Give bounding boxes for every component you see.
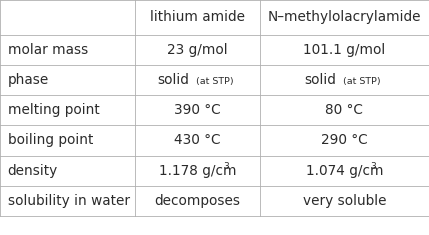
Text: (at STP): (at STP) bbox=[336, 77, 380, 86]
Text: N–methylolacrylamide: N–methylolacrylamide bbox=[268, 10, 421, 24]
Text: 3: 3 bbox=[224, 162, 230, 171]
Text: melting point: melting point bbox=[8, 103, 100, 117]
Text: solubility in water: solubility in water bbox=[8, 194, 130, 208]
Text: density: density bbox=[8, 164, 58, 178]
Text: solid: solid bbox=[157, 73, 189, 87]
Text: 1.178 g/cm: 1.178 g/cm bbox=[159, 164, 236, 178]
Text: 101.1 g/mol: 101.1 g/mol bbox=[303, 43, 385, 57]
Text: (at STP): (at STP) bbox=[190, 77, 233, 86]
Text: 23 g/mol: 23 g/mol bbox=[167, 43, 228, 57]
Text: solid: solid bbox=[304, 73, 335, 87]
Text: boiling point: boiling point bbox=[8, 133, 93, 148]
Text: 3: 3 bbox=[371, 162, 376, 171]
Text: phase: phase bbox=[8, 73, 49, 87]
Text: molar mass: molar mass bbox=[8, 43, 88, 57]
Text: decomposes: decomposes bbox=[154, 194, 240, 208]
Text: very soluble: very soluble bbox=[302, 194, 386, 208]
Text: 430 °C: 430 °C bbox=[174, 133, 221, 148]
Text: lithium amide: lithium amide bbox=[150, 10, 245, 24]
Text: 290 °C: 290 °C bbox=[321, 133, 368, 148]
Text: 390 °C: 390 °C bbox=[174, 103, 221, 117]
Text: 1.074 g/cm: 1.074 g/cm bbox=[305, 164, 383, 178]
Text: 80 °C: 80 °C bbox=[325, 103, 363, 117]
